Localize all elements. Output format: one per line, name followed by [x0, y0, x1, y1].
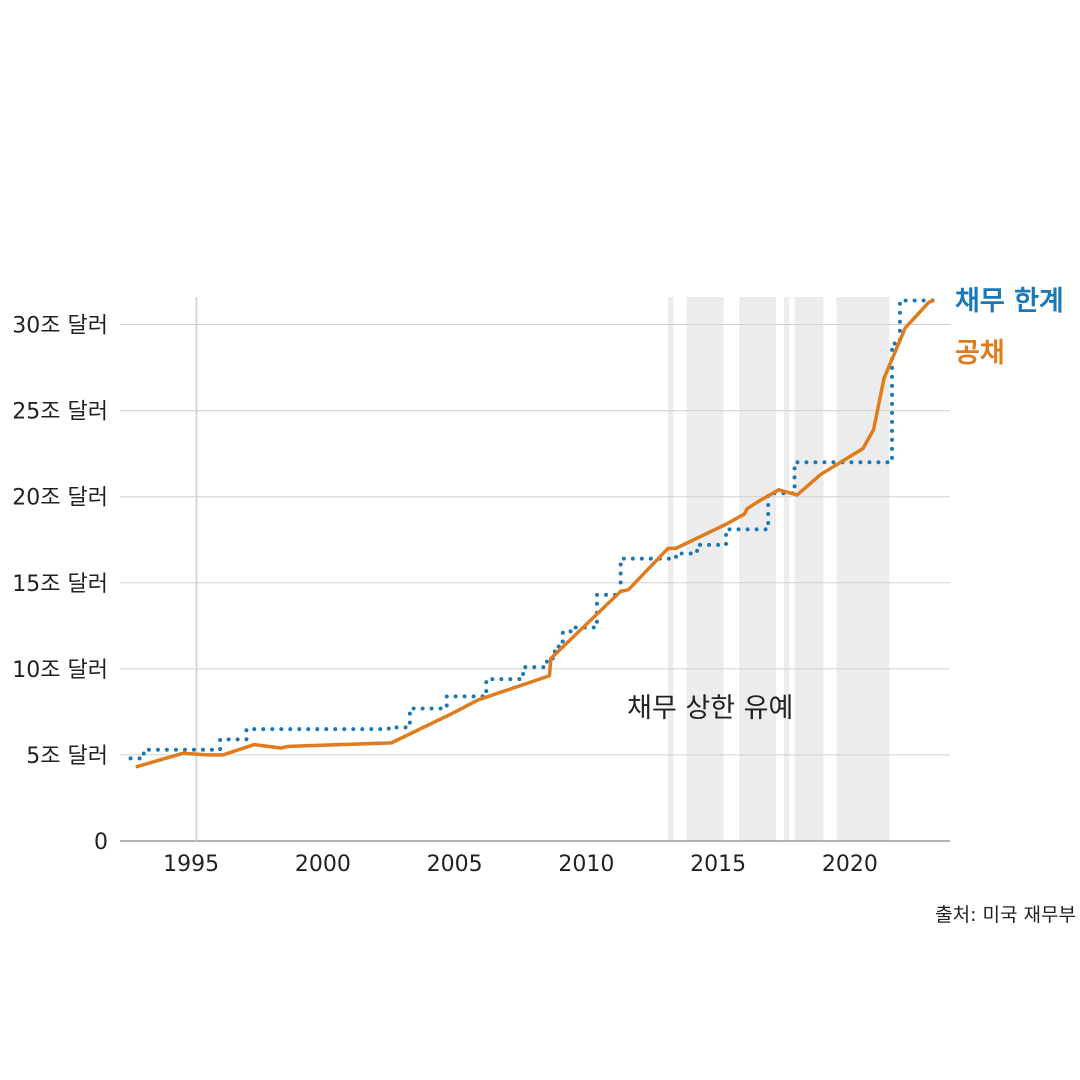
shaded-period-3: [784, 297, 790, 841]
shaded-period-label: 채무 상한 유예: [627, 693, 793, 724]
y-tick-label: 20조 달러: [12, 486, 108, 511]
y-tick-label: 25조 달러: [12, 400, 108, 425]
y-tick-label: 15조 달러: [12, 572, 108, 597]
x-tick-label: 2000: [295, 852, 351, 877]
x-axis-ticks: 1995 2000 2005 2010 2015 2020: [163, 852, 878, 877]
shaded-period-0: [668, 297, 674, 841]
x-tick-label: 2005: [427, 852, 483, 877]
y-tick-label: 30조 달러: [12, 314, 108, 339]
x-tick-label: 2010: [558, 852, 614, 877]
legend-public-debt: 공채: [955, 338, 1005, 369]
shaded-period-1: [686, 297, 724, 841]
series-line-public-debt: [135, 298, 935, 769]
x-tick-label: 2020: [822, 852, 878, 877]
y-tick-label: 10조 달러: [12, 658, 108, 683]
series-line-debt-limit: [128, 298, 937, 761]
y-tick-label: 5조 달러: [26, 744, 108, 769]
series-lines: [128, 298, 937, 769]
x-tick-label: 2015: [690, 852, 746, 877]
shaded-periods: [668, 297, 890, 841]
shaded-period-2: [739, 297, 777, 841]
source-label: 출처: 미국 재무부: [935, 904, 1076, 926]
legend-debt-limit: 채무 한계: [955, 286, 1064, 317]
shaded-period-4: [794, 297, 824, 841]
y-axis-ticks: 0 5조 달러 10조 달러 15조 달러 20조 달러 25조 달러 30조 달러: [12, 314, 108, 855]
shaded-period-5: [836, 297, 890, 841]
y-tick-label: 0: [94, 830, 108, 855]
gridlines: [120, 324, 950, 842]
x-tick-label: 1995: [163, 852, 219, 877]
